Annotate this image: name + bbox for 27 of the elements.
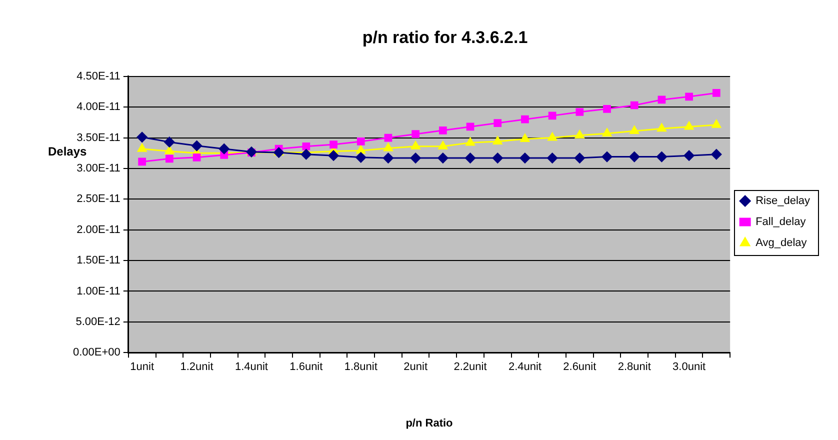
- y-tick-label: 2.00E-11: [76, 224, 120, 236]
- chart-title: p/n ratio for 4.3.6.2.1: [362, 28, 528, 47]
- y-tick-label: 2.50E-11: [76, 193, 120, 206]
- legend-label: Rise_delay: [756, 195, 810, 208]
- x-tick-label: 1.2unit: [180, 361, 214, 374]
- y-tick-label: 5.00E-12: [76, 316, 120, 328]
- x-tick-label: 1unit: [130, 361, 154, 374]
- y-tick-label: 1.50E-11: [76, 254, 120, 267]
- x-tick-label: 1.8unit: [344, 361, 378, 374]
- y-tick-label: 3.50E-11: [76, 132, 120, 144]
- y-axis-title: Delays: [48, 144, 88, 159]
- x-tick-label: 2unit: [404, 361, 428, 374]
- x-tick-label: 1.6unit: [290, 361, 323, 374]
- x-tick-label: 2.6unit: [563, 361, 596, 374]
- y-tick-label: 3.00E-11: [76, 162, 120, 174]
- x-tick-label: 1.4unit: [234, 361, 268, 374]
- x-tick-label: 2.4unit: [508, 361, 542, 374]
- x-axis-title: p/n Ratio: [406, 417, 454, 430]
- y-tick-label: 4.50E-11: [76, 70, 120, 82]
- x-tick-label: 2.2unit: [454, 361, 487, 374]
- x-tick-label: 3.0unit: [672, 361, 706, 374]
- y-tick-label: 1.00E-11: [76, 285, 120, 298]
- x-tick-label: 2.8unit: [618, 361, 651, 374]
- legend-label: Fall_delay: [756, 216, 806, 228]
- legend-label: Avg_delay: [756, 237, 808, 250]
- y-tick-label: 4.00E-11: [76, 101, 120, 114]
- y-tick-label: 0.00E+00: [73, 346, 120, 359]
